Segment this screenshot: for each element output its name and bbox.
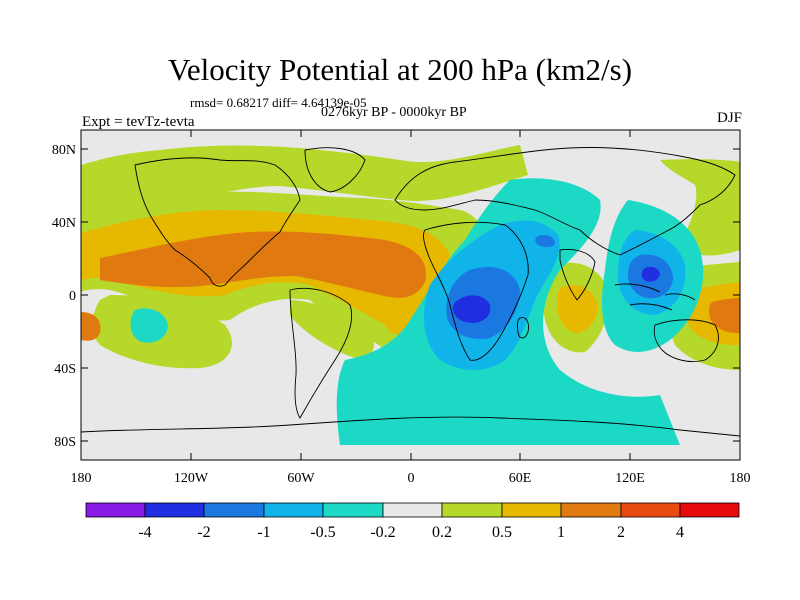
coast-north-america — [134, 157, 301, 287]
colorbar-label-4: -0.5 — [310, 524, 335, 541]
experiment-label: Expt = tevTz-tevta — [82, 114, 195, 130]
contour-pos05-indian — [557, 285, 598, 333]
colorbar-box-3 — [203, 502, 265, 518]
coast-australia — [653, 319, 719, 362]
coast-greenland — [304, 147, 366, 193]
colorbar-box-9 — [560, 502, 622, 518]
colorbar-label-1: -4 — [138, 524, 151, 541]
lat-label-40s: 40S — [54, 362, 76, 377]
lon-label-180e: 180 — [730, 471, 751, 486]
contour-pos-west-pacific — [660, 159, 740, 256]
contour-pos1-tropical-band — [100, 231, 426, 298]
lon-label-120w: 120W — [174, 471, 209, 486]
lon-label-120e: 120E — [615, 471, 645, 486]
season-label: DJF — [716, 110, 742, 126]
lat-label-80n: 80N — [52, 143, 76, 158]
contour-pos-south-atlantic-tongue — [290, 300, 375, 359]
coastline-layer — [81, 147, 740, 437]
coast-madagascar — [516, 317, 529, 339]
colorbar-box-4 — [263, 502, 324, 518]
colorbar-label-9: 2 — [617, 524, 625, 541]
contour-neg2-maritime-core — [641, 266, 660, 282]
colorbar-box-2 — [144, 502, 205, 518]
colorbar-label-10: 4 — [676, 524, 684, 541]
contour-pos1-east-edge — [708, 298, 740, 334]
period-line: 0276kyr BP - 0000kyr BP — [321, 105, 467, 120]
contour-pos1-west-edge — [81, 312, 101, 341]
coast-south-america — [289, 287, 353, 419]
lat-label-80s: 80S — [54, 435, 76, 450]
lon-label-180w: 180 — [71, 471, 92, 486]
colorbar-box-8 — [501, 502, 562, 518]
colorbar — [85, 502, 740, 518]
lon-label-60w: 60W — [287, 471, 315, 486]
contour-neg02-east-pacific-blob — [130, 308, 168, 343]
coast-antarctica — [81, 416, 740, 437]
contour-fill-layer — [81, 130, 740, 460]
lat-label-40n: 40N — [52, 216, 76, 231]
colorbar-label-2: -2 — [197, 524, 210, 541]
coast-india — [559, 249, 596, 301]
colorbar-box-1 — [85, 502, 146, 518]
colorbar-box-7 — [441, 502, 503, 518]
coast-europe-asia — [394, 147, 736, 256]
colorbar-label-8: 1 — [557, 524, 565, 541]
colorbar-label-3: -1 — [257, 524, 270, 541]
lat-label-eq: 0 — [69, 289, 76, 304]
contour-pos-north-band — [81, 145, 528, 224]
colorbar-box-6 — [382, 502, 443, 518]
colorbar-box-5 — [322, 502, 384, 518]
coast-africa — [423, 221, 529, 361]
map-title: Velocity Potential at 200 hPa (km2/s) — [167, 52, 633, 87]
coast-maritime-continent — [614, 283, 696, 311]
lon-label-60e: 60E — [509, 471, 532, 486]
colorbar-box-11 — [679, 502, 740, 518]
lat-axis — [81, 148, 740, 442]
stats-line: rmsd= 0.68217 diff= 4.64139e-05 — [190, 95, 367, 110]
contour-neg1-arabia — [535, 235, 556, 247]
colorbar-label-5: -0.2 — [370, 524, 395, 541]
colorbar-label-6: 0.2 — [432, 524, 452, 541]
colorbar-box-10 — [620, 502, 681, 518]
colorbar-label-7: 0.5 — [492, 524, 512, 541]
contour-neg2-africa-core — [453, 295, 491, 323]
lon-label-0: 0 — [408, 471, 415, 486]
lon-axis — [80, 130, 741, 460]
